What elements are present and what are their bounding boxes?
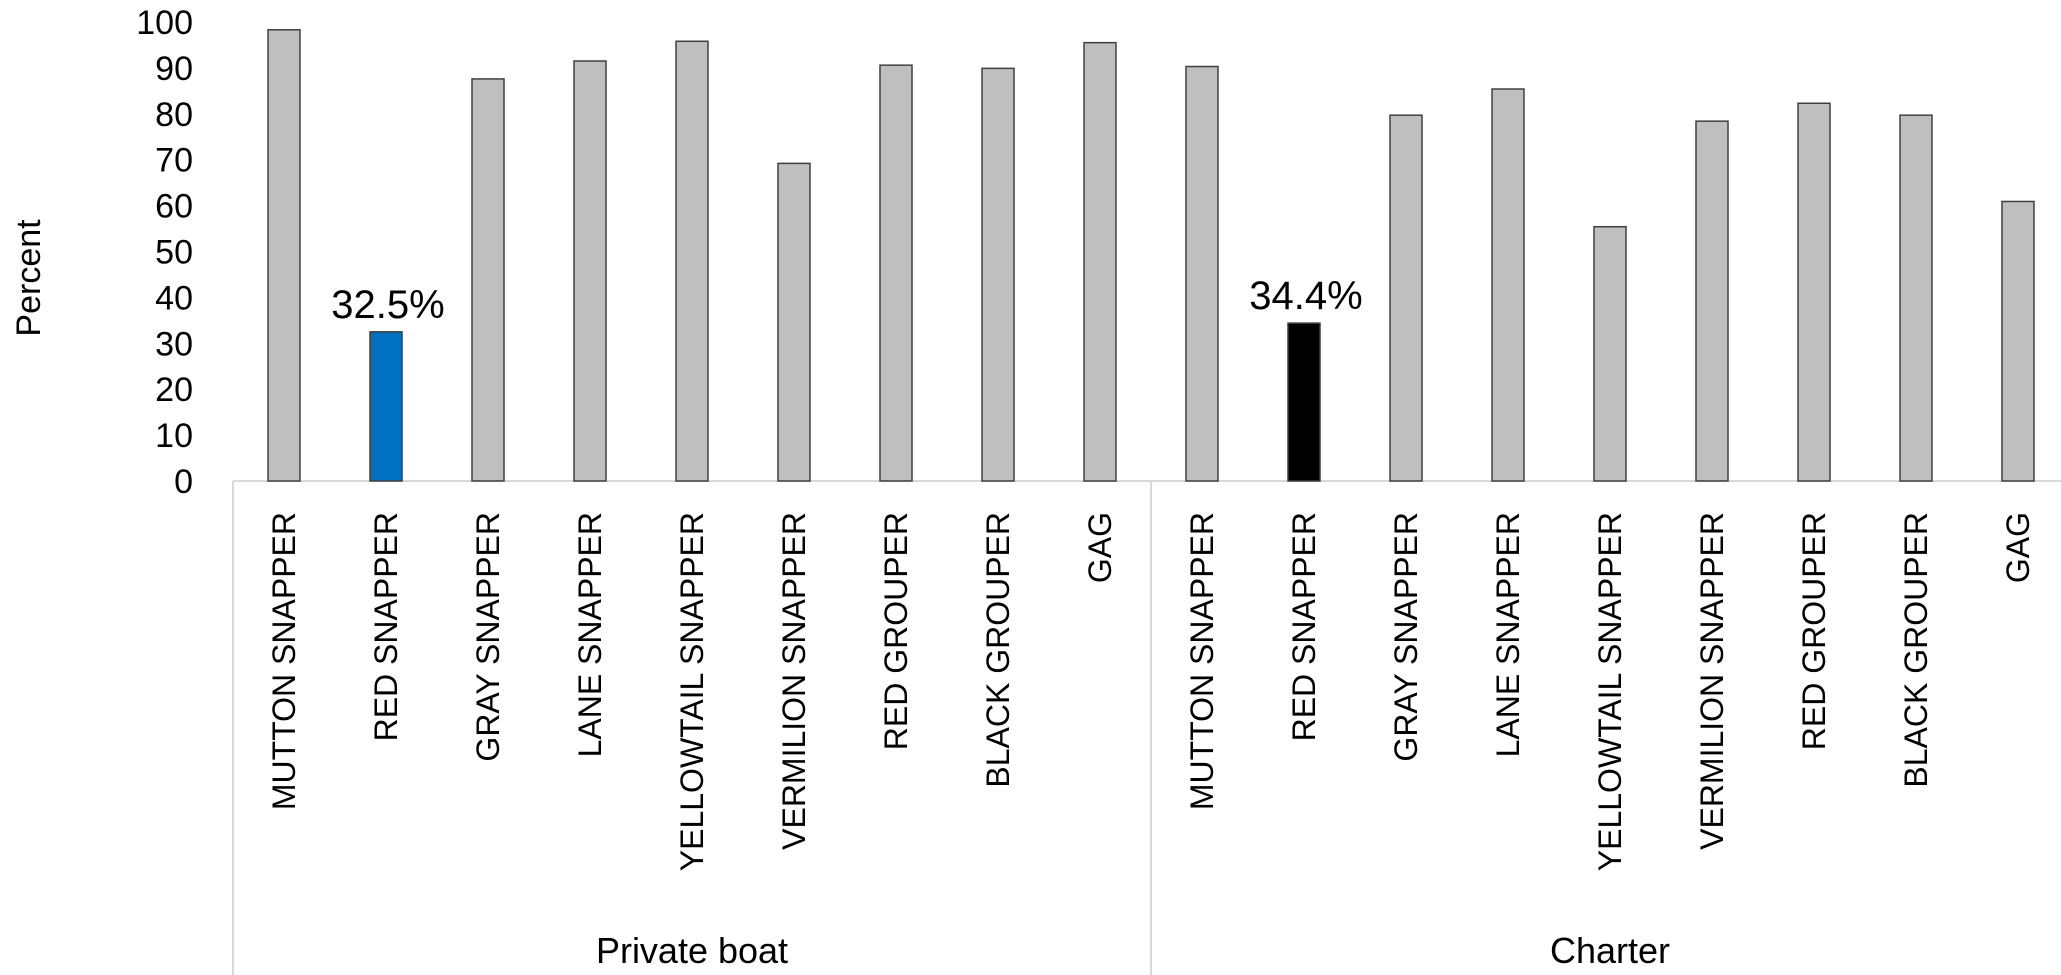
bar bbox=[1593, 225, 1627, 482]
category-label: BLACK GROUPER bbox=[980, 512, 1016, 788]
y-axis-ticks: 0 10 20 30 40 50 60 70 80 90 100 bbox=[136, 4, 193, 501]
category-label: MUTTON SNAPPER bbox=[1184, 512, 1220, 810]
category-label: YELLOWTAIL SNAPPER bbox=[674, 512, 710, 871]
data-label: 34.4% bbox=[1249, 274, 1362, 318]
y-tick-label: 0 bbox=[174, 463, 193, 501]
category-label: LANE SNAPPER bbox=[1490, 512, 1526, 757]
category-label: RED GROUPER bbox=[878, 512, 914, 750]
bar bbox=[1491, 88, 1525, 482]
data-label: 32.5% bbox=[331, 283, 444, 327]
bar bbox=[369, 331, 403, 482]
category-label: YELLOWTAIL SNAPPER bbox=[1592, 512, 1628, 871]
category-label: VERMILION SNAPPER bbox=[1694, 512, 1730, 850]
category-label: BLACK GROUPER bbox=[1898, 512, 1934, 788]
category-label: GRAY SNAPPER bbox=[470, 512, 506, 762]
y-tick-label: 90 bbox=[155, 50, 193, 88]
bar bbox=[879, 64, 913, 482]
category-label: GAG bbox=[1082, 512, 1118, 583]
y-tick-label: 70 bbox=[155, 142, 193, 180]
bar bbox=[777, 162, 811, 482]
bar bbox=[675, 40, 709, 482]
bar bbox=[573, 60, 607, 482]
category-label: VERMILION SNAPPER bbox=[776, 512, 812, 850]
category-label: LANE SNAPPER bbox=[572, 512, 608, 757]
group-labels: Private boat Charter bbox=[596, 930, 1670, 971]
bar bbox=[1185, 65, 1219, 482]
y-tick-label: 10 bbox=[155, 417, 193, 455]
bar bbox=[1287, 322, 1321, 482]
axes bbox=[232, 480, 2061, 975]
y-axis-label: Percent bbox=[10, 219, 48, 337]
category-labels: MUTTON SNAPPER RED SNAPPER GRAY SNAPPER LAN… bbox=[266, 512, 2036, 871]
group-label: Private boat bbox=[596, 930, 788, 971]
category-label: GAG bbox=[2000, 512, 2036, 583]
y-tick-label: 100 bbox=[136, 4, 193, 42]
y-tick-label: 50 bbox=[155, 234, 193, 272]
y-tick-label: 80 bbox=[155, 96, 193, 134]
category-label: GRAY SNAPPER bbox=[1388, 512, 1424, 762]
category-label: MUTTON SNAPPER bbox=[266, 512, 302, 810]
bar bbox=[1083, 41, 1117, 482]
y-tick-label: 40 bbox=[155, 279, 193, 317]
y-tick-label: 20 bbox=[155, 371, 193, 409]
group-label: Charter bbox=[1550, 930, 1670, 971]
category-label: RED SNAPPER bbox=[368, 512, 404, 741]
bar bbox=[267, 29, 301, 482]
category-label: RED GROUPER bbox=[1796, 512, 1832, 750]
bar bbox=[1695, 120, 1729, 482]
bar bbox=[1899, 114, 1933, 482]
y-tick-label: 30 bbox=[155, 325, 193, 363]
category-label: RED SNAPPER bbox=[1286, 512, 1322, 741]
bar bbox=[1797, 102, 1831, 482]
bar bbox=[981, 67, 1015, 482]
bars: 32.5% 34.4% bbox=[267, 29, 2035, 482]
bar bbox=[471, 78, 505, 482]
y-tick-label: 60 bbox=[155, 188, 193, 226]
bar bbox=[1389, 114, 1423, 482]
bar bbox=[2001, 200, 2035, 482]
